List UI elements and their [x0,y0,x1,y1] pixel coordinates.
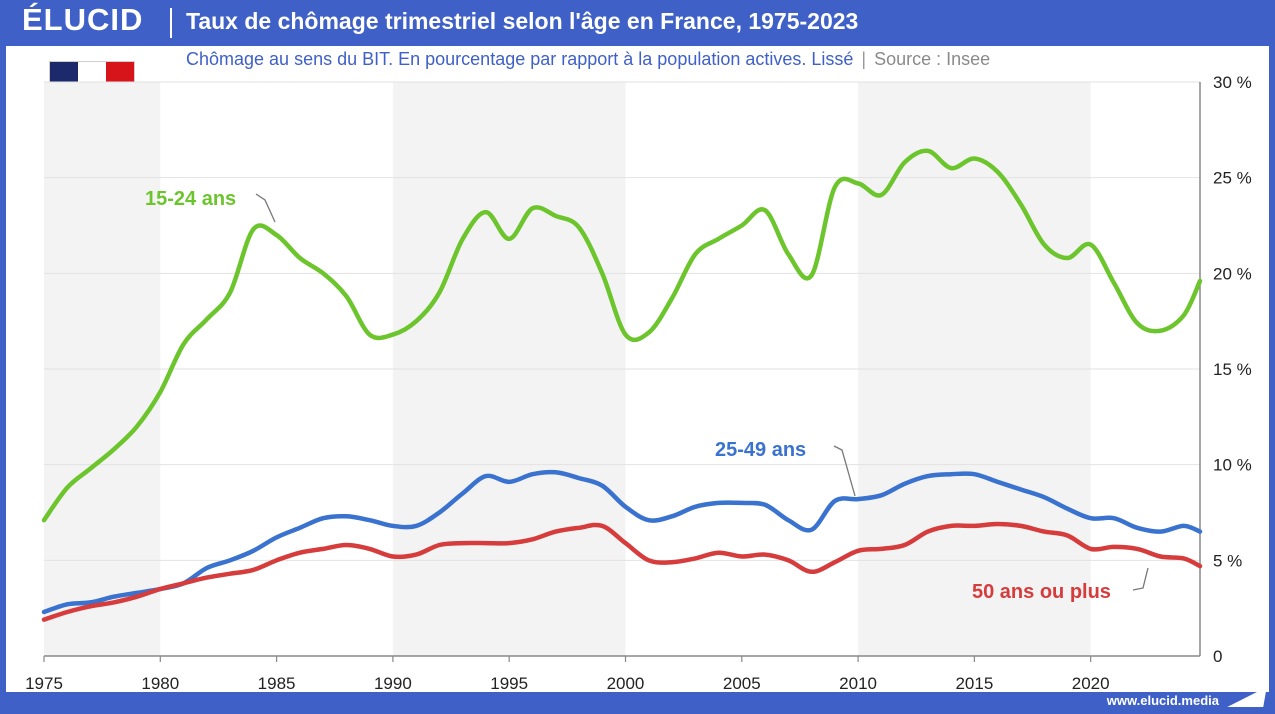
header-bar: ÉLUCID Taux de chômage trimestriel selon… [0,0,1275,46]
x-tick-label: 1980 [141,674,179,693]
x-tick-label: 1995 [490,674,528,693]
series-25-49-leader-line [833,445,856,497]
x-tick-label: 2000 [607,674,645,693]
y-tick-label: 5 % [1213,551,1242,570]
subtitle-separator: | [861,49,867,69]
series-15-24-line [41,148,1203,523]
chart-subtitle: Chômage au sens du BIT. En pourcentage p… [186,49,990,70]
elucid-mark-icon [1227,687,1267,707]
x-tick-label: 1990 [374,674,412,693]
subtitle-text: Chômage au sens du BIT. En pourcentage p… [186,49,854,69]
series-25-49-label: 25-49 ans [715,439,806,461]
x-tick-label: 2015 [955,674,993,693]
series-50-plus-label: 50 ans ou plus [972,581,1111,603]
x-tick-label: 2005 [723,674,761,693]
y-tick-label: 0 [1213,647,1222,666]
series-15-24-leader-line [255,193,276,223]
x-tick-label: 2020 [1072,674,1110,693]
brand-logo[interactable]: ÉLUCID [22,2,144,37]
series-25-49-line [41,469,1203,615]
header-divider [170,8,172,38]
footer-url[interactable]: www.elucid.media [1106,693,1219,708]
x-tick-label: 1985 [258,674,296,693]
y-tick-label: 25 % [1213,169,1252,188]
y-tick-label: 20 % [1213,264,1252,283]
x-tick-label: 1975 [25,674,63,693]
chart-title: Taux de chômage trimestriel selon l'âge … [186,8,859,34]
series-50-plus-leader-line [1132,567,1149,591]
series-50-plus-line [41,521,1203,622]
y-tick-label: 10 % [1213,456,1252,475]
series-15-24-label: 15-24 ans [145,188,236,210]
x-tick-label: 2010 [839,674,877,693]
source-text: Source : Insee [874,49,991,69]
y-tick-label: 15 % [1213,360,1252,379]
y-tick-label: 30 % [1213,73,1252,92]
